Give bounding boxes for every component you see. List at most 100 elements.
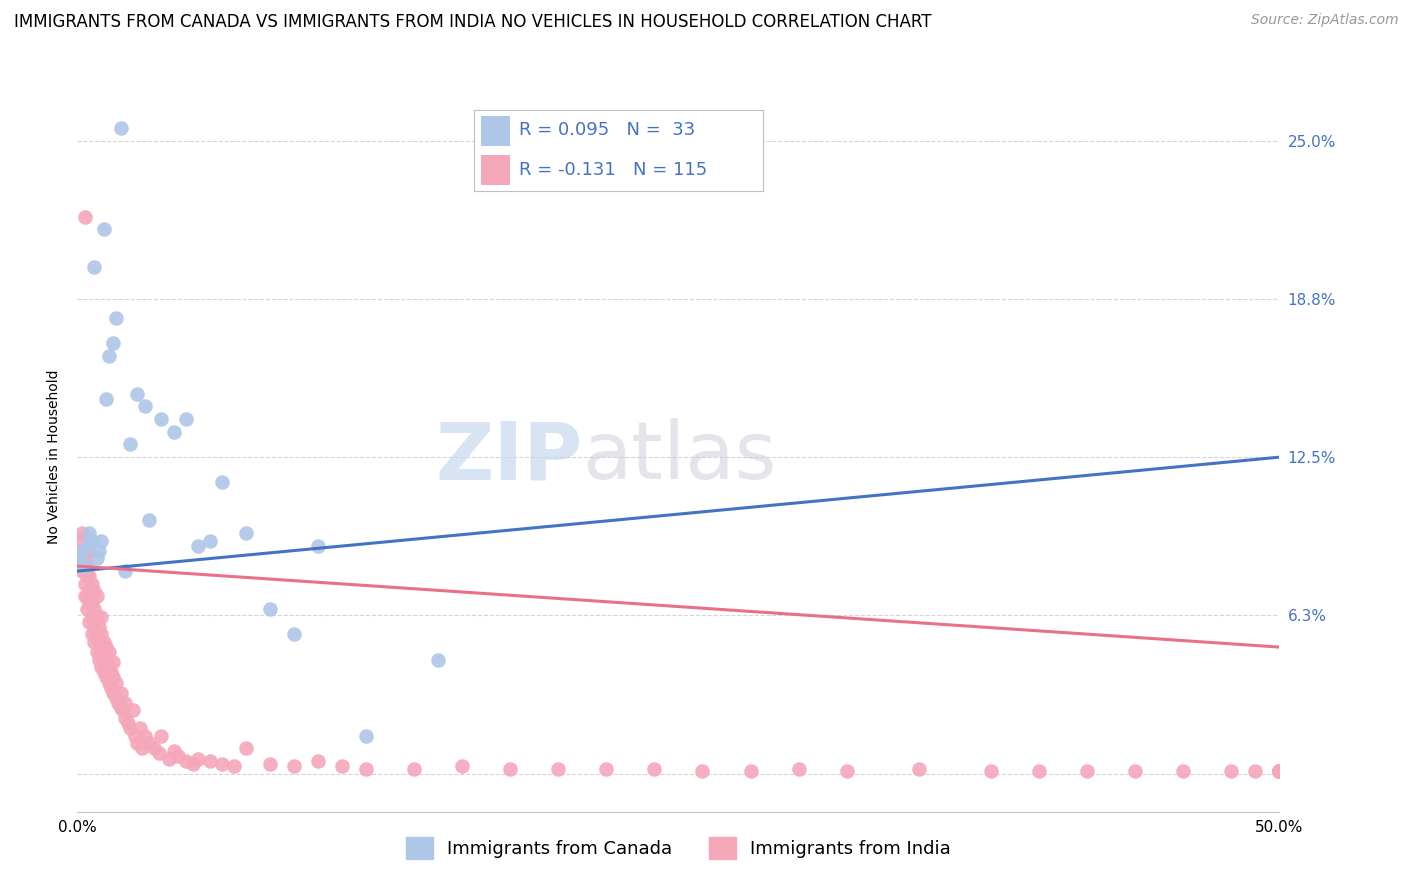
- Point: [547, 762, 569, 776]
- Point: [128, 721, 150, 735]
- Point: [198, 754, 221, 768]
- Point: [69, 544, 91, 558]
- Point: [83, 635, 105, 649]
- Point: [73, 576, 96, 591]
- Point: [114, 711, 136, 725]
- Point: [131, 741, 153, 756]
- Point: [1268, 764, 1291, 779]
- Point: [283, 627, 305, 641]
- Point: [93, 665, 115, 680]
- Point: [354, 762, 377, 776]
- Point: [86, 551, 108, 566]
- Point: [80, 627, 103, 641]
- Point: [80, 594, 103, 608]
- Point: [90, 645, 112, 659]
- Point: [96, 655, 118, 669]
- Point: [111, 703, 134, 717]
- Point: [134, 400, 156, 414]
- Point: [307, 539, 329, 553]
- Point: [692, 764, 714, 779]
- Point: [134, 729, 156, 743]
- Text: ZIP: ZIP: [434, 418, 582, 496]
- Point: [120, 721, 142, 735]
- Point: [83, 584, 105, 599]
- Point: [100, 665, 122, 680]
- Point: [83, 602, 105, 616]
- Point: [124, 729, 146, 743]
- Point: [1268, 764, 1291, 779]
- Point: [97, 660, 120, 674]
- Point: [138, 736, 160, 750]
- Legend: Immigrants from Canada, Immigrants from India: Immigrants from Canada, Immigrants from …: [399, 830, 957, 866]
- Point: [70, 526, 93, 541]
- Point: [259, 756, 281, 771]
- Point: [235, 526, 257, 541]
- Point: [120, 437, 142, 451]
- Point: [90, 533, 112, 548]
- Point: [1220, 764, 1243, 779]
- Point: [211, 756, 233, 771]
- Point: [595, 762, 617, 776]
- Point: [104, 675, 127, 690]
- Point: [186, 751, 209, 765]
- Point: [150, 729, 173, 743]
- Point: [73, 590, 96, 604]
- Y-axis label: No Vehicles in Household: No Vehicles in Household: [48, 370, 62, 544]
- Point: [93, 635, 115, 649]
- Point: [79, 569, 101, 583]
- Point: [93, 650, 115, 665]
- Point: [835, 764, 858, 779]
- Point: [86, 609, 108, 624]
- Point: [402, 762, 425, 776]
- Point: [148, 747, 170, 761]
- Point: [104, 310, 127, 325]
- Point: [90, 627, 112, 641]
- Point: [103, 655, 125, 669]
- Point: [980, 764, 1002, 779]
- Point: [1244, 764, 1267, 779]
- Point: [110, 701, 132, 715]
- Point: [121, 703, 143, 717]
- Point: [90, 660, 112, 674]
- Point: [283, 759, 305, 773]
- Point: [1268, 764, 1291, 779]
- Point: [1173, 764, 1195, 779]
- Text: Source: ZipAtlas.com: Source: ZipAtlas.com: [1251, 13, 1399, 28]
- Point: [110, 686, 132, 700]
- Point: [222, 759, 245, 773]
- Point: [174, 412, 197, 426]
- Point: [908, 762, 931, 776]
- Point: [79, 526, 101, 541]
- Point: [110, 120, 132, 135]
- Point: [330, 759, 353, 773]
- Point: [76, 602, 98, 616]
- Point: [1268, 764, 1291, 779]
- Text: atlas: atlas: [582, 418, 776, 496]
- Point: [787, 762, 810, 776]
- Point: [73, 551, 96, 566]
- Point: [451, 759, 474, 773]
- Point: [1268, 764, 1291, 779]
- Point: [103, 671, 125, 685]
- Point: [80, 576, 103, 591]
- Point: [73, 559, 96, 574]
- Point: [354, 729, 377, 743]
- Point: [107, 696, 129, 710]
- Point: [1028, 764, 1050, 779]
- Text: IMMIGRANTS FROM CANADA VS IMMIGRANTS FROM INDIA NO VEHICLES IN HOUSEHOLD CORRELA: IMMIGRANTS FROM CANADA VS IMMIGRANTS FRO…: [14, 13, 932, 31]
- Point: [100, 681, 122, 695]
- Point: [69, 551, 91, 566]
- Point: [70, 551, 93, 566]
- Point: [97, 645, 120, 659]
- Point: [87, 635, 110, 649]
- Point: [740, 764, 762, 779]
- Point: [96, 640, 118, 654]
- Point: [87, 620, 110, 634]
- Point: [427, 653, 450, 667]
- Point: [117, 716, 139, 731]
- Point: [70, 544, 93, 558]
- Point: [167, 749, 190, 764]
- Point: [143, 741, 166, 756]
- Point: [80, 533, 103, 548]
- Point: [96, 671, 118, 685]
